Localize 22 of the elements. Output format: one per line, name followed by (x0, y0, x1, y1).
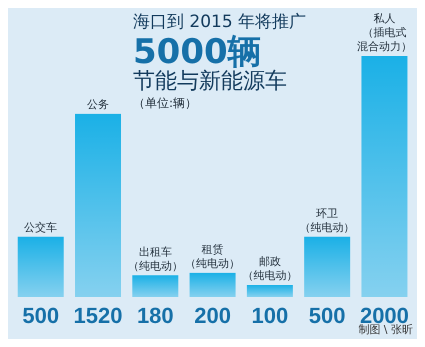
data-label: 200 (194, 303, 231, 328)
x-tick-label: 出租车（纯电动） (128, 245, 183, 272)
x-tick-label: 公交车 (24, 220, 58, 234)
data-label: 500 (22, 303, 60, 328)
bar (75, 114, 122, 297)
x-tick-label: 私人（插电式混合动力） (356, 12, 412, 53)
bar (361, 56, 408, 297)
bar (304, 236, 350, 297)
data-label: 100 (252, 303, 288, 328)
x-tick-label: 公务 (87, 98, 110, 111)
bar (132, 275, 178, 297)
x-tick-label: 邮政（纯电动） (242, 254, 298, 282)
data-label: 180 (136, 303, 174, 328)
data-label: 500 (308, 303, 346, 328)
chart-title: 海口到 2015 年将推广5000辆节能与新能源车 (133, 11, 306, 94)
bar (246, 284, 293, 297)
x-tick-label: 租赁（纯电动） (185, 242, 240, 270)
x-tick-label: 环卫（纯电动） (300, 206, 355, 234)
bar (18, 236, 64, 297)
data-label: 1520 (74, 303, 122, 328)
bar (190, 272, 236, 297)
text: （单位:辆） (133, 95, 198, 112)
